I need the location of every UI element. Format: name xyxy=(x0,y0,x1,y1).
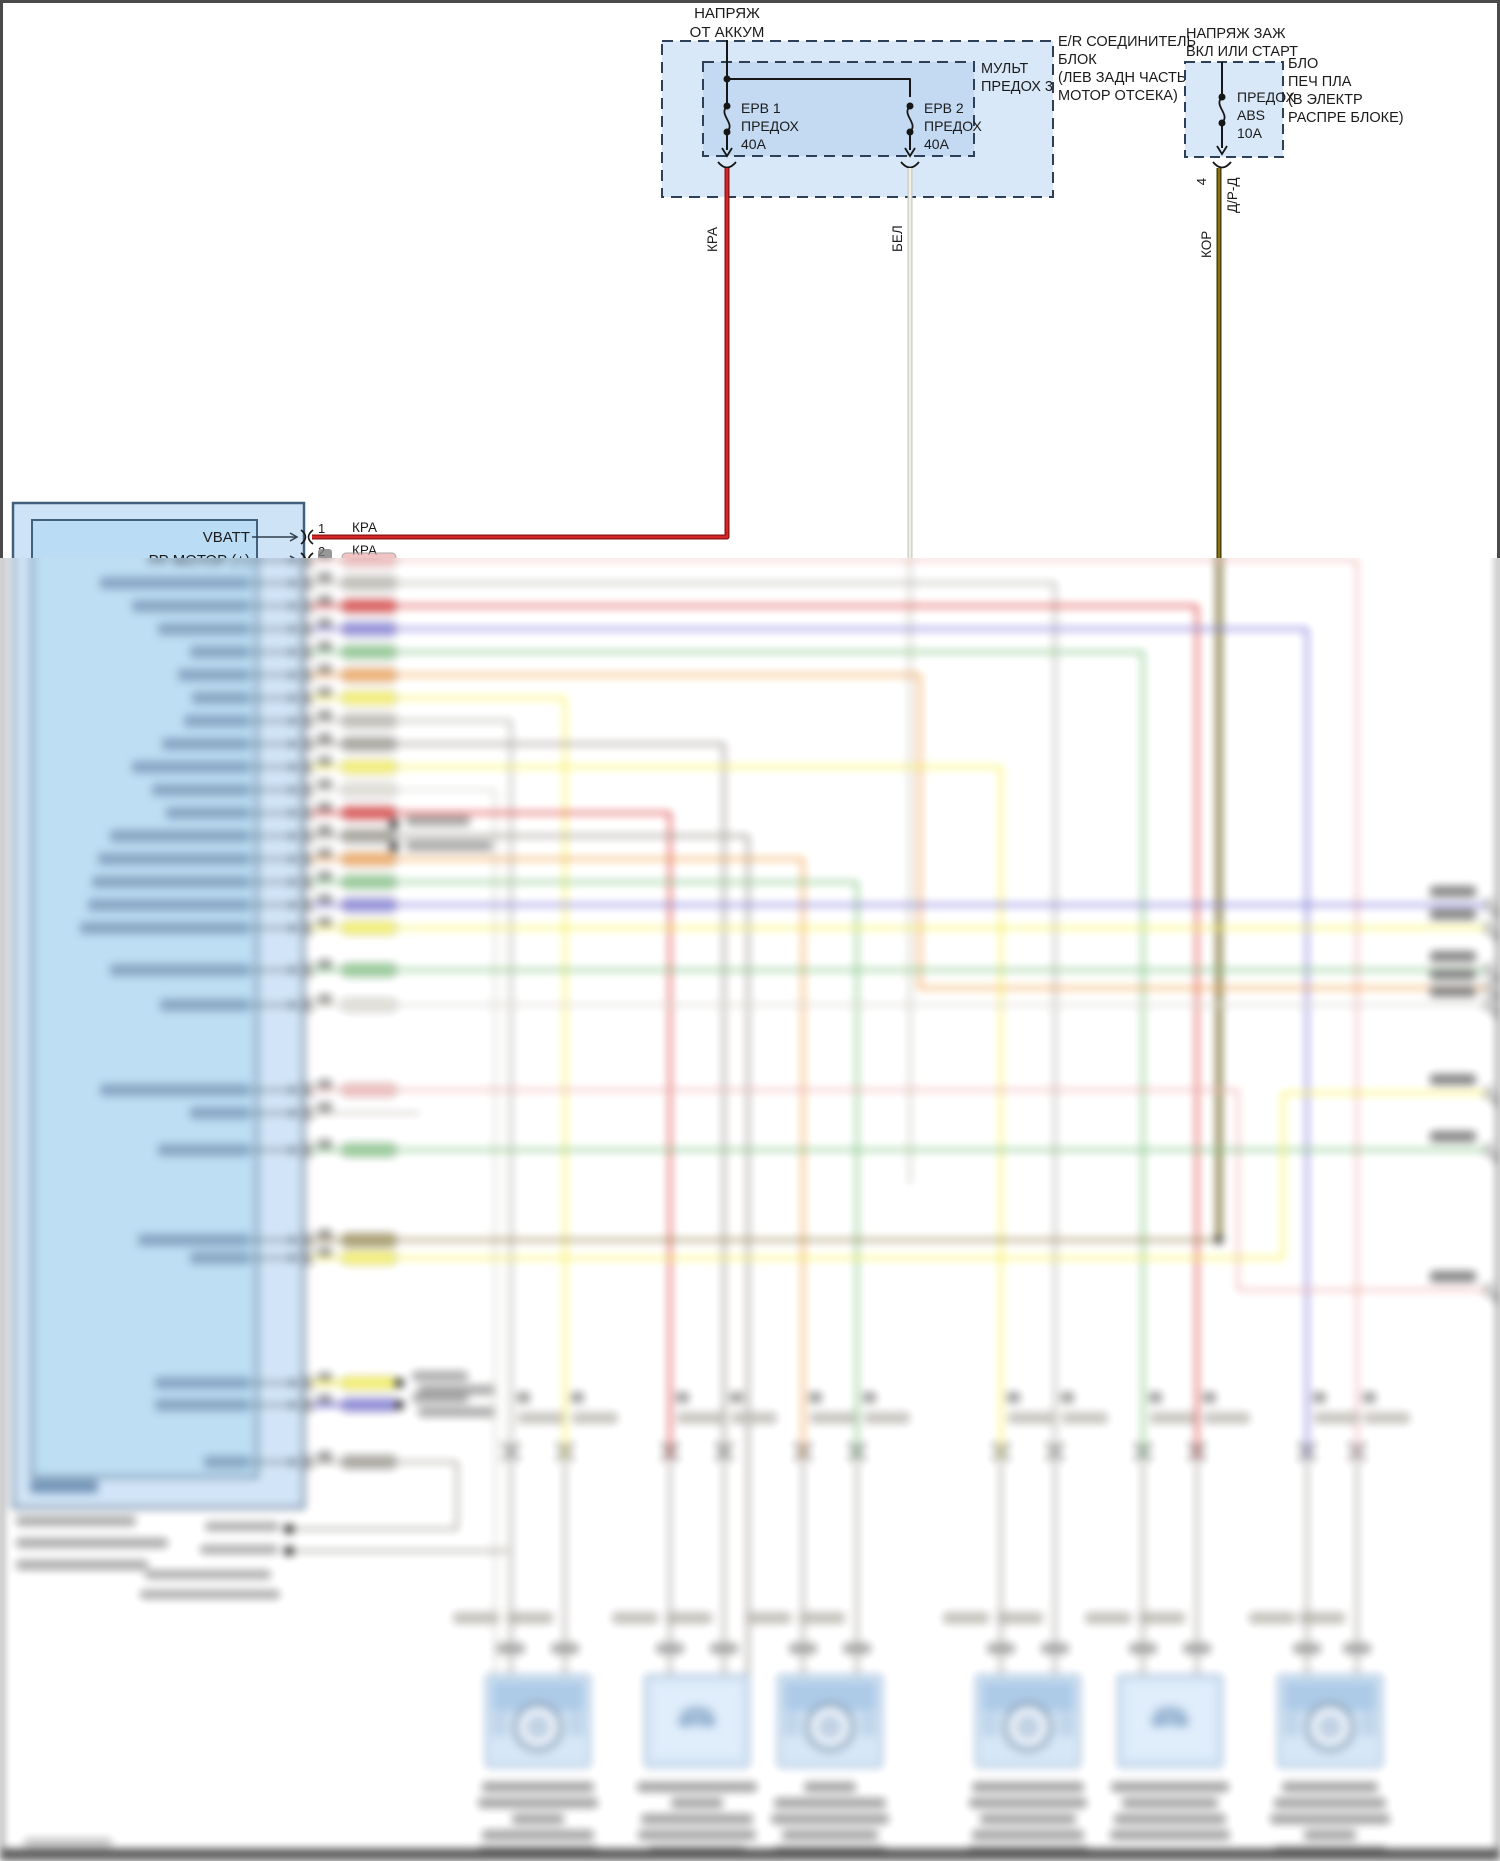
pcb-block-label-3: РАСПРЕ БЛОКЕ) xyxy=(1288,110,1404,126)
bottom-connectors xyxy=(478,1674,1390,1856)
pin1-number: 1 xyxy=(318,521,325,536)
er-junction-block-label-2: (ЛЕВ ЗАДН ЧАСТЬ xyxy=(1058,70,1186,86)
blurred-harness xyxy=(289,549,397,558)
fuse-epb1-label-0: ЕРВ 1 xyxy=(741,100,781,116)
ignition-feed-block: НАПРЯЖ ЗАЖ ВКЛ ИЛИ СТАРТ ПРЕДОХ ABS 10А БЛО ПЕ… xyxy=(1184,26,1404,258)
ignition-voltage-label-1: ВКЛ ИЛИ СТАРТ xyxy=(1186,44,1298,60)
pin1-wire-color: КРА xyxy=(352,520,377,535)
pin2-label-motor: РР МОТОР (+) xyxy=(149,552,250,569)
er-junction-block-label-0: E/R СОЕДИНИТЕЛЬ xyxy=(1058,34,1196,50)
fuse-epb1-label-1: ПРЕДОХ xyxy=(741,118,799,134)
feed-wires: КРА БЕЛ xyxy=(312,168,1222,558)
wire-kra-label: КРА xyxy=(705,227,720,252)
wire-bel-label: БЕЛ xyxy=(890,225,905,252)
abs-fuse-label-0: ПРЕДОХ xyxy=(1237,89,1295,105)
battery-voltage-label-0: НАПРЯЖ xyxy=(694,5,760,22)
pcb-block-label-0: БЛО xyxy=(1288,56,1318,72)
fuse-epb2-label-0: ЕРВ 2 xyxy=(924,100,964,116)
wire-dr-d-label: Д/Р-Д xyxy=(1225,177,1240,213)
battery-feed-block: НАПРЯЖ ОТ АККУМ ЕРВ 1 ПРЕДОХ 40А ЕРВ 2 ПРЕДОХ 4… xyxy=(661,5,1196,198)
battery-voltage-label-1: ОТ АККУМ xyxy=(690,24,765,41)
pin1-label-vbatt: VBATT xyxy=(203,529,250,546)
pin4-number: 4 xyxy=(1194,178,1209,185)
ignition-voltage-label-0: НАПРЯЖ ЗАЖ xyxy=(1186,26,1286,42)
fuse-epb1-label-2: 40А xyxy=(741,136,767,152)
multi-fuse-box-label-1: ПРЕДОХ 3 xyxy=(981,79,1053,95)
abs-fuse-label-1: ABS xyxy=(1237,107,1265,123)
pcb-block-label-2: (В ЭЛЕКТР xyxy=(1288,92,1363,108)
blurred-harness xyxy=(16,556,1498,1847)
multi-fuse-box-label-0: МУЛЬТ xyxy=(981,61,1028,77)
pcb-block-label-1: ПЕЧ ПЛА xyxy=(1288,74,1352,90)
abs-control-module-block: VBATTРР МОТОР (+)12КРАКРА xyxy=(11,552,377,1510)
abs-fuse-label-2: 10А xyxy=(1237,125,1263,141)
fuse-epb2-label-1: ПРЕДОХ xyxy=(924,118,982,134)
er-junction-block-label-3: МОТОР ОТСЕКА) xyxy=(1058,88,1178,104)
pin2-label-motor: РР МОТОР (+) xyxy=(149,552,250,569)
abs-control-module-block: VBATTРР МОТОР (+)12КРАКРА xyxy=(11,501,377,569)
wire-kor-label: КОР xyxy=(1199,231,1214,258)
er-junction-block-label-1: БЛОК xyxy=(1058,52,1097,68)
fuse-epb2-label-2: 40А xyxy=(924,136,950,152)
